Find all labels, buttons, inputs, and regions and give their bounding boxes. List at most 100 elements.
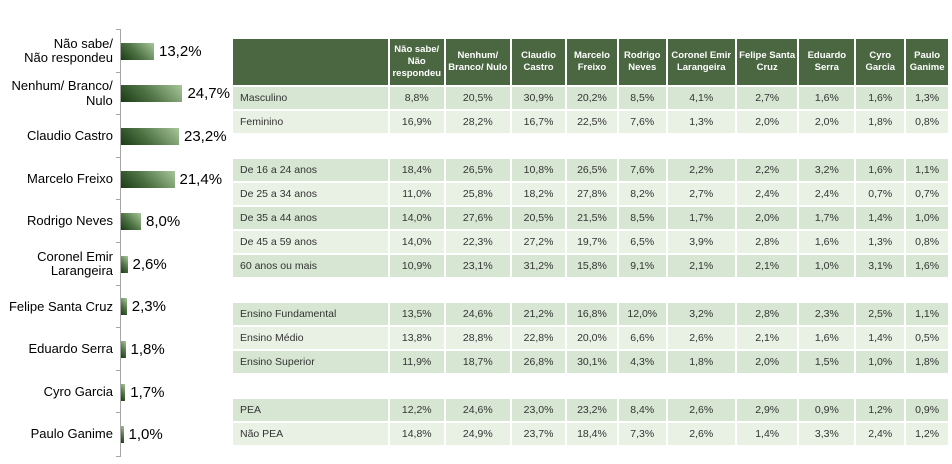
group-spacer-cell (233, 135, 948, 157)
value-cell: 21,2% (512, 303, 565, 325)
value-cell: 22,8% (512, 327, 565, 349)
axis-tick (116, 369, 121, 371)
value-cell: 1,2% (906, 423, 948, 445)
chart-category-label: Nenhum/ Branco/ Nulo (11, 78, 113, 108)
value-cell: 16,8% (566, 303, 617, 325)
value-cell: 27,8% (566, 183, 617, 205)
value-cell: 12,0% (618, 303, 666, 325)
table-header-cell: Claudio Castro (512, 39, 565, 85)
chart-bar (121, 426, 124, 444)
value-cell: 22,5% (566, 111, 617, 133)
value-cell: 16,7% (512, 111, 565, 133)
table-corner-cell (233, 39, 388, 85)
chart-bar (121, 298, 127, 316)
chart-plot-area: 1,0% (116, 412, 230, 457)
value-cell: 30,9% (512, 87, 565, 109)
chart-category-label: Felipe Santa Cruz (8, 298, 113, 314)
chart-value-label: 23,2% (184, 127, 227, 145)
chart-row: Rodrigo Neves 8,0% (0, 199, 230, 243)
value-cell: 3,2% (667, 303, 735, 325)
value-cell: 2,6% (667, 399, 735, 421)
value-cell: 0,8% (906, 111, 948, 133)
chart-bar (120, 85, 183, 103)
value-cell: 3,1% (856, 255, 905, 277)
table-row: De 45 a 59 anos 14,0% 22,3% 27,2% 19,7% 6,5% 3… (233, 231, 948, 253)
value-cell: 1,5% (799, 351, 855, 373)
table-row: Não PEA 14,8% 24,9% 23,7% 18,4% 7,3% 2,6% 1,4% 3… (233, 423, 948, 445)
value-cell: 2,0% (736, 111, 798, 133)
value-cell: 1,8% (667, 351, 735, 373)
chart-category-label: Cyro Garcia (43, 383, 113, 399)
value-cell: 3,3% (799, 423, 855, 445)
row-label-cell: PEA (233, 399, 388, 421)
value-cell: 3,2% (799, 159, 855, 181)
value-cell: 2,1% (667, 255, 735, 277)
table-header-cell: Nenhum/ Branco/ Nulo (445, 39, 511, 85)
value-cell: 20,5% (512, 207, 565, 229)
value-cell: 1,3% (906, 87, 948, 109)
group-spacer-row (233, 279, 948, 301)
chart-value-label: 24,7% (187, 85, 230, 103)
value-cell: 18,7% (445, 351, 511, 373)
value-cell: 1,6% (799, 87, 855, 109)
table-header-cell: Paulo Ganime (906, 39, 948, 85)
value-cell: 1,3% (856, 231, 905, 253)
row-label-cell: Feminino (233, 111, 388, 133)
value-cell: 20,5% (445, 87, 511, 109)
value-cell: 1,6% (906, 255, 948, 277)
value-cell: 2,0% (736, 351, 798, 373)
axis-tick (115, 71, 121, 73)
chart-row: Marcelo Freixo 21,4% (0, 156, 230, 201)
value-cell: 20,2% (566, 87, 617, 109)
value-cell: 22,3% (445, 231, 511, 253)
value-cell: 14,8% (390, 423, 444, 445)
table-row: Masculino 8,8% 20,5% 30,9% 20,2% 8,5% 4,1% 2,7%… (233, 87, 948, 109)
value-cell: 8,5% (618, 87, 666, 109)
value-cell: 4,1% (667, 87, 735, 109)
chart-plot-area: 2,6% (116, 241, 230, 286)
value-cell: 16,9% (390, 111, 444, 133)
value-cell: 11,9% (390, 351, 444, 373)
value-cell: 13,5% (390, 303, 444, 325)
row-label-cell: Ensino Médio (233, 327, 388, 349)
chart-value-label: 1,7% (130, 383, 165, 401)
value-cell: 2,1% (736, 255, 798, 277)
value-cell: 14,0% (390, 231, 444, 253)
chart-plot-area: 8,0% (116, 199, 230, 243)
value-cell: 19,7% (566, 231, 617, 253)
axis-tick (116, 241, 121, 243)
value-cell: 8,8% (390, 87, 444, 109)
value-cell: 28,2% (445, 111, 511, 133)
chart-category-label: Marcelo Freixo (27, 170, 113, 186)
value-cell: 25,8% (445, 183, 511, 205)
table-header-cell: Cyro Garcia (856, 39, 905, 85)
axis-tick (116, 29, 121, 30)
value-cell: 0,7% (856, 183, 905, 205)
value-cell: 10,9% (390, 255, 444, 277)
value-cell: 2,0% (736, 207, 798, 229)
chart-category-label: Rodrigo Neves (27, 213, 113, 229)
chart-value-label: 13,2% (159, 42, 202, 60)
group-spacer-row (233, 135, 948, 157)
chart-plot-area: 1,8% (116, 327, 230, 371)
value-cell: 1,8% (906, 351, 948, 373)
group-spacer-cell (233, 279, 948, 301)
row-label-cell: De 45 a 59 anos (233, 231, 388, 253)
value-cell: 23,1% (445, 255, 511, 277)
row-label-cell: Não PEA (233, 423, 388, 445)
chart-value-label: 2,6% (132, 255, 167, 273)
value-cell: 2,2% (736, 159, 798, 181)
value-cell: 15,8% (566, 255, 617, 277)
value-cell: 12,2% (390, 399, 444, 421)
chart-category-label: Eduardo Serra (28, 341, 113, 357)
value-cell: 2,8% (736, 303, 798, 325)
value-cell: 2,6% (667, 327, 735, 349)
value-cell: 7,6% (618, 159, 666, 181)
value-cell: 7,6% (618, 111, 666, 133)
table-row: De 35 a 44 anos 14,0% 27,6% 20,5% 21,5% 8,5% 1… (233, 207, 948, 229)
value-cell: 0,9% (906, 399, 948, 421)
table-row: 60 anos ou mais 10,9% 23,1% 31,2% 15,8% 9,1% 2… (233, 255, 948, 277)
value-cell: 1,4% (856, 327, 905, 349)
row-label-cell: Ensino Fundamental (233, 303, 388, 325)
value-cell: 2,0% (799, 111, 855, 133)
